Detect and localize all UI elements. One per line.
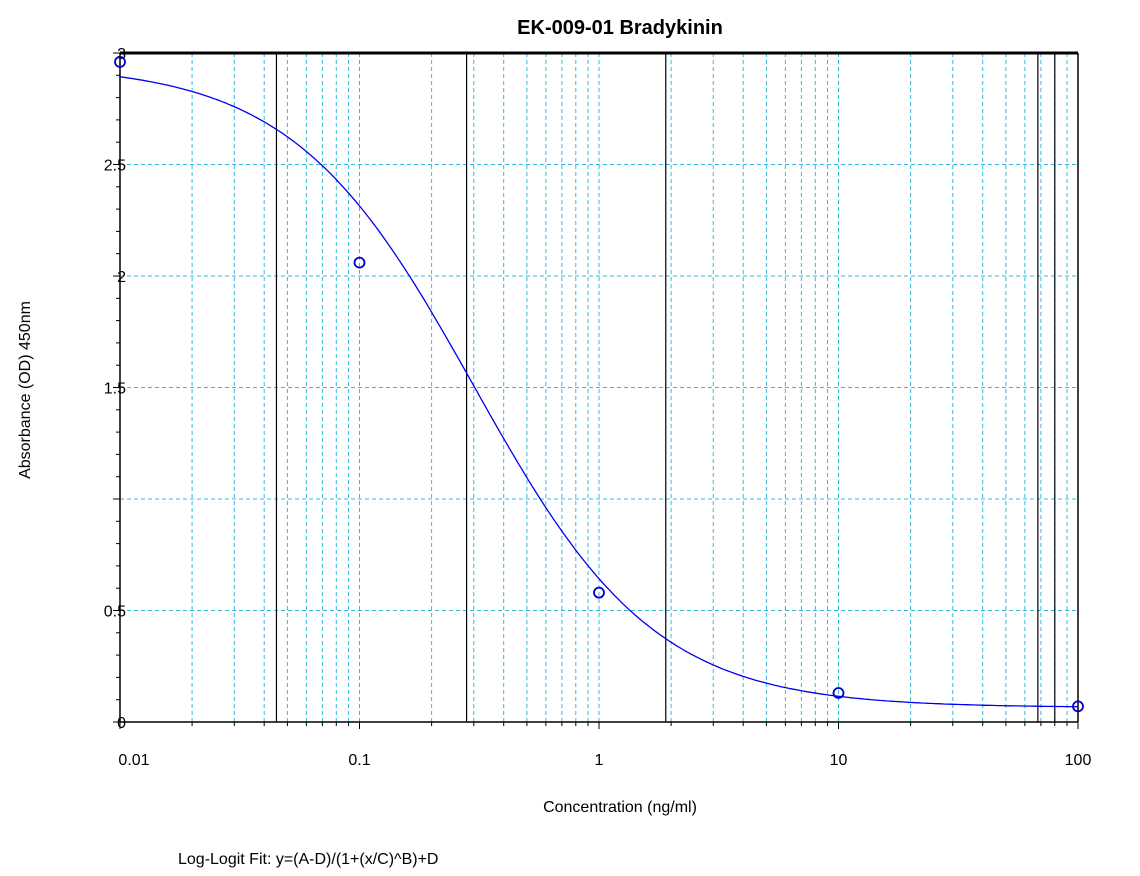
y-axis-ticks: 00.51.522.53: [104, 46, 126, 732]
x-tick-label: 100: [1065, 752, 1092, 769]
fit-equation-note: Log-Logit Fit: y=(A-D)/(1+(x/C)^B)+D: [178, 851, 438, 868]
grid-lines: [120, 53, 1078, 722]
x-tick-label: 0.1: [348, 752, 370, 769]
y-tick-label: 0.5: [104, 604, 126, 621]
y-tick-label: 0: [117, 715, 126, 732]
x-tick-label: 10: [830, 752, 848, 769]
x-axis-label: Concentration (ng/ml): [543, 799, 697, 816]
chart-title: EK-009-01 Bradykinin: [517, 17, 723, 39]
x-tick-label: 1: [595, 752, 604, 769]
y-tick-label: 1.5: [104, 381, 126, 398]
y-tick-label: 2: [117, 269, 126, 286]
x-tick-label: 0.01: [118, 752, 149, 769]
y-axis-label: Absorbance (OD) 450nm: [17, 301, 34, 479]
x-axis-ticks: 0.01 0.1 1 10 100: [118, 722, 1091, 769]
y-tick-label: 2.5: [104, 158, 126, 175]
